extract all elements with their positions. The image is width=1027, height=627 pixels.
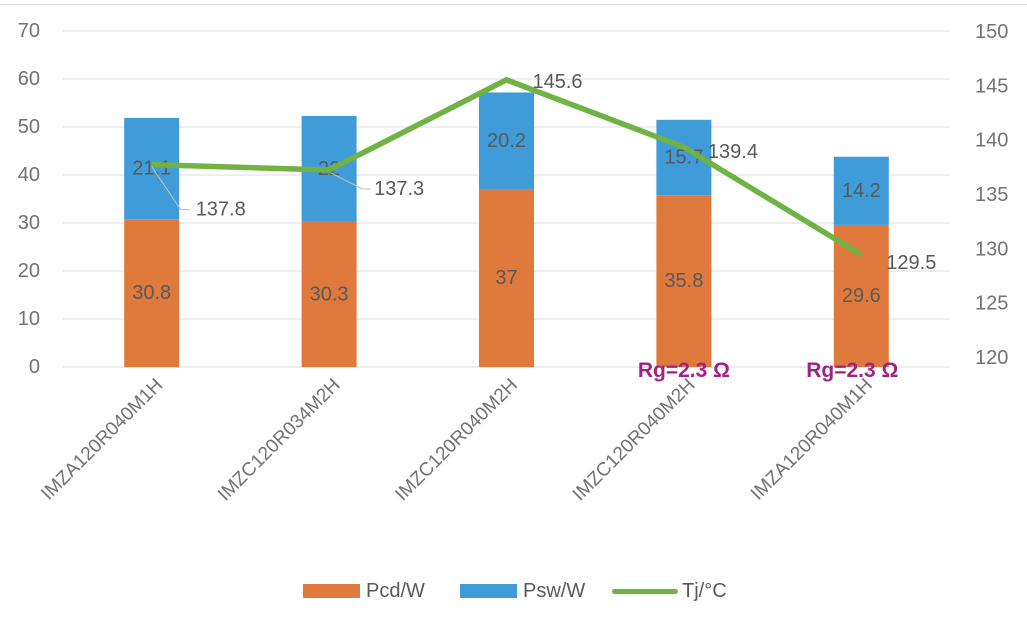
bar-segment-pcd-1 [301, 221, 357, 367]
pcd-data-label-4: 29.6 [842, 285, 881, 307]
tj-label-leader-1 [330, 172, 371, 190]
psw-legend-label: Psw/W [523, 580, 586, 602]
legend-item-pcd: Pcd/W [303, 581, 425, 601]
pcd-legend-label: Pcd/W [366, 580, 425, 602]
right-axis-tick-label: 130 [975, 238, 1008, 260]
category-label-3: IMZC120R040M2H [569, 375, 700, 506]
tj-data-label-4: 129.5 [886, 252, 936, 274]
legend-item-tj: Tj/°C [612, 581, 727, 601]
category-label-1: IMZC120R034M2H [214, 375, 345, 506]
tj-data-label-3: 139.4 [708, 141, 758, 163]
right-axis-tick-label: 135 [975, 184, 1008, 206]
right-axis-tick-label: 140 [975, 130, 1008, 152]
right-axis-tick-label: 120 [975, 347, 1008, 369]
pcd-data-label-2: 37 [495, 267, 517, 289]
psw-data-label-2: 20.2 [487, 130, 526, 152]
bar-segment-pcd-2 [479, 189, 534, 367]
left-axis-tick-label: 50 [18, 116, 40, 138]
bar-segment-psw-4 [833, 156, 889, 225]
psw-data-label-0: 21.1 [132, 158, 171, 180]
right-axis-tick-label: 150 [975, 21, 1008, 43]
pcd-legend-swatch [303, 584, 360, 598]
rg-annotation-0: Rg=2.3 Ω [638, 359, 730, 382]
left-axis-tick-label: 10 [18, 308, 40, 330]
category-label-4: IMZA120R040M1H [747, 375, 877, 505]
tj-legend-label: Tj/°C [682, 580, 727, 602]
pcd-data-label-0: 30.8 [132, 282, 171, 304]
chart-top-border [0, 4, 1027, 5]
psw-legend-swatch [460, 584, 517, 598]
bar-segment-pcd-0 [124, 219, 180, 367]
bar-segment-psw-2 [479, 92, 534, 190]
tj-line [151, 76, 863, 258]
left-axis-tick-label: 30 [18, 212, 40, 234]
left-axis-tick-label: 0 [29, 356, 40, 378]
category-label-2: IMZC120R040M2H [391, 375, 522, 506]
tj-data-label-1: 137.3 [374, 178, 424, 200]
legend-item-psw: Psw/W [460, 581, 585, 601]
left-axis-tick-label: 20 [18, 260, 40, 282]
pcd-data-label-1: 30.3 [310, 283, 349, 305]
tj-legend-line-swatch [612, 588, 678, 594]
tj-data-label-0: 137.8 [196, 199, 246, 221]
right-axis-tick-label: 125 [975, 293, 1008, 315]
bar-segment-pcd-4 [833, 224, 889, 367]
pcd-data-label-3: 35.8 [664, 270, 703, 292]
rg-annotation-1: Rg=2.3 Ω [806, 359, 898, 382]
left-axis-tick-label: 70 [18, 20, 40, 42]
right-axis-tick-label: 145 [975, 75, 1008, 97]
category-label-0: IMZA120R040M1H [37, 375, 167, 505]
tj-data-label-2: 145.6 [533, 71, 583, 93]
bar-segment-pcd-3 [656, 195, 712, 367]
left-axis-tick-label: 40 [18, 164, 40, 186]
psw-data-label-4: 14.2 [842, 180, 881, 202]
tj-label-leader-0 [151, 166, 190, 211]
left-axis-tick-label: 60 [18, 68, 40, 90]
bar-segment-psw-0 [124, 117, 180, 220]
